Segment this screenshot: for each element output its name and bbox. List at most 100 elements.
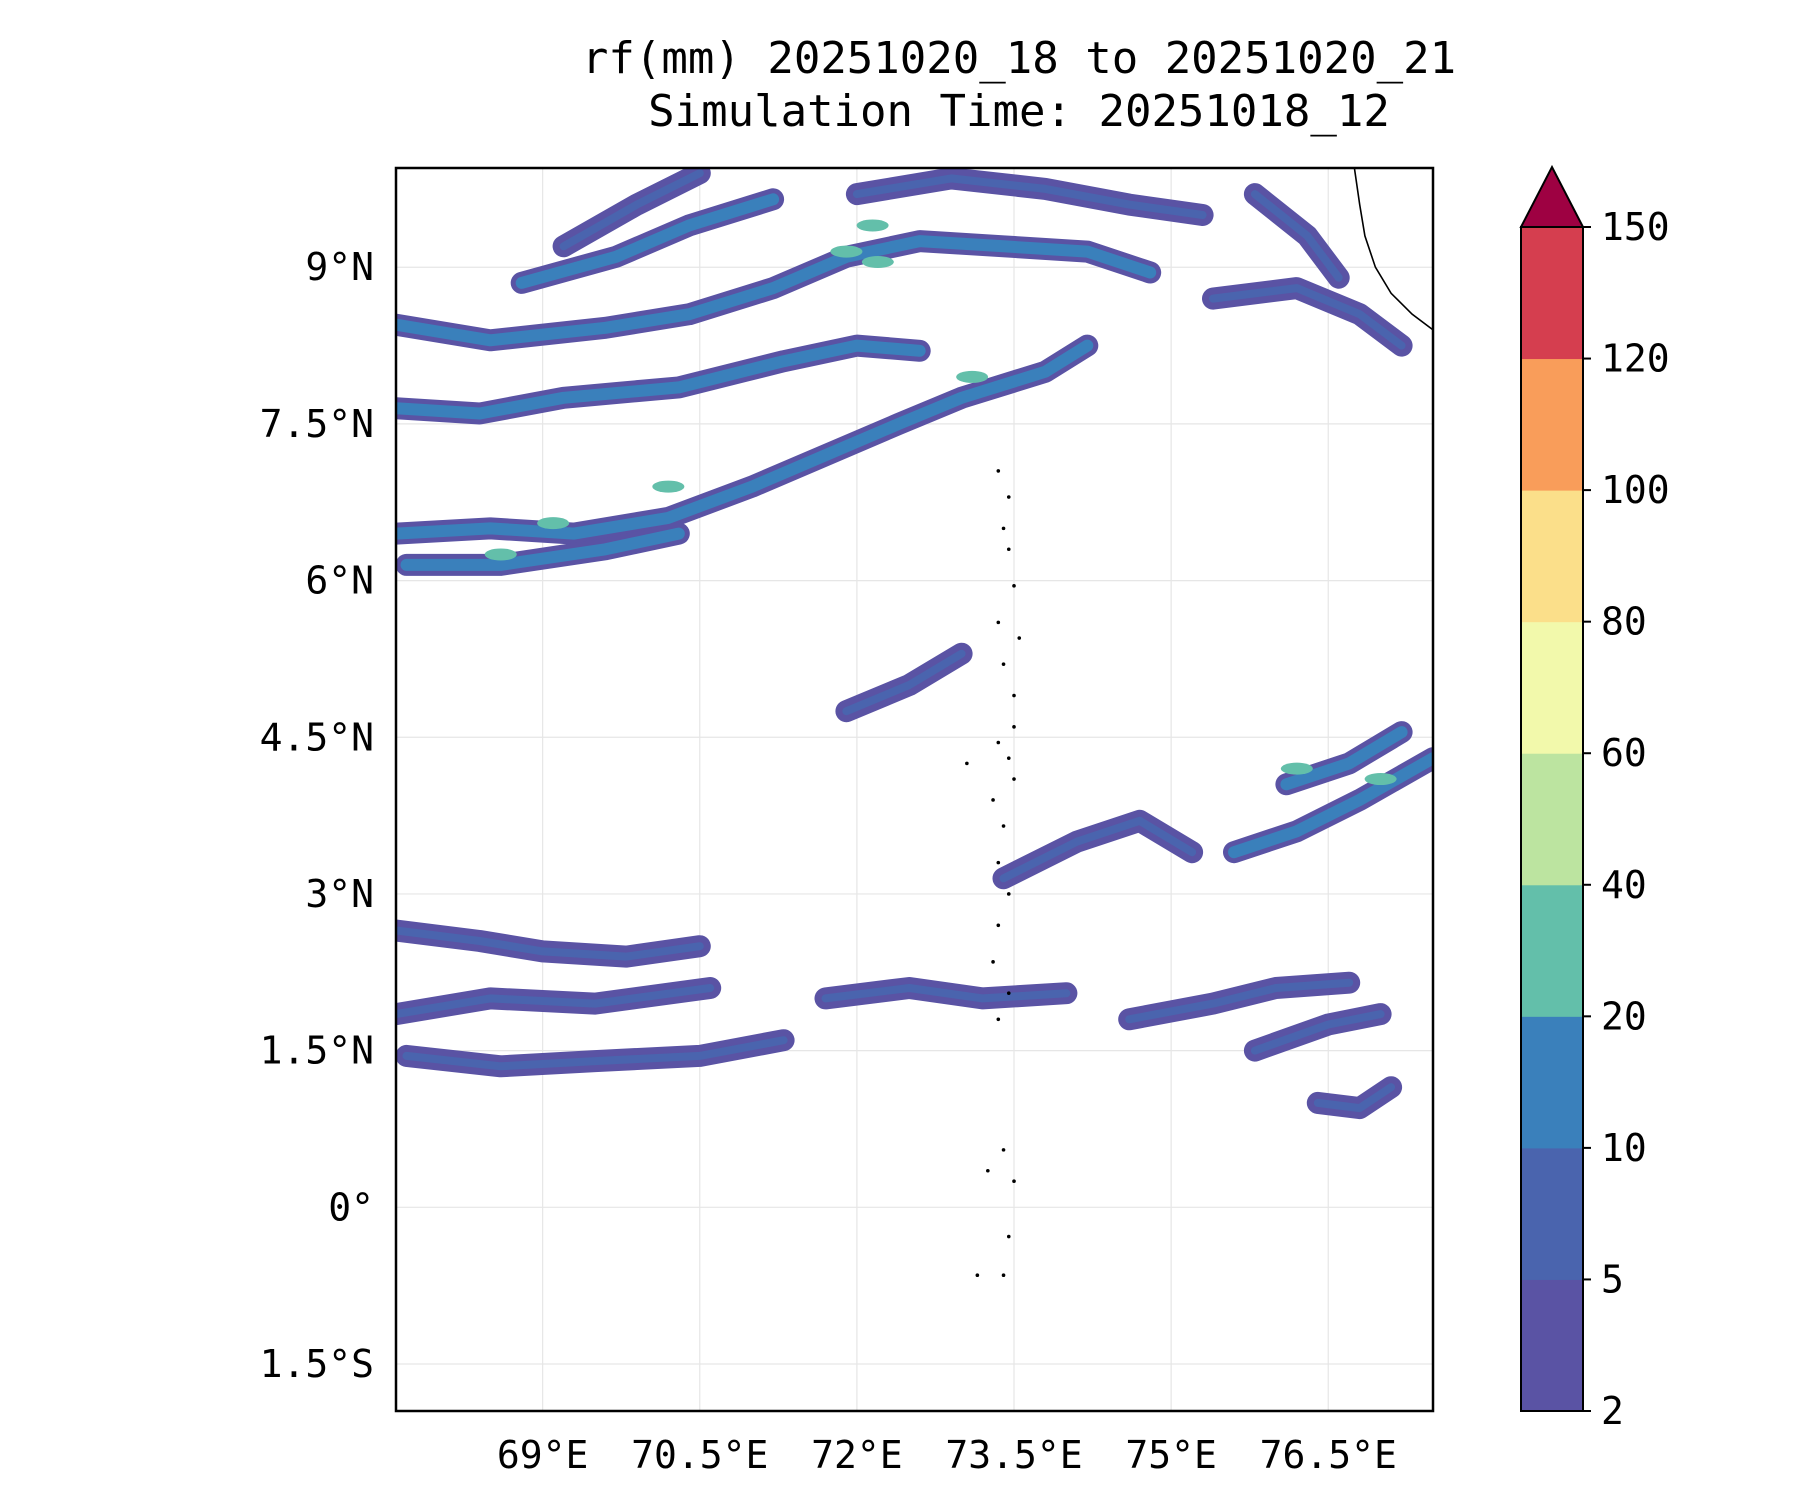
island-dot [996, 923, 1001, 928]
colorbar-frame [1520, 226, 1584, 1412]
colorbar-tick-label: 120 [1601, 337, 1670, 381]
lat-tick-label: 7.5°N [260, 402, 374, 446]
island-dot [1006, 991, 1011, 995]
lat-tick-label: 1.5°N [260, 1029, 374, 1073]
lon-tick-label: 70.5°E [631, 1433, 768, 1477]
colorbar-segment [1521, 753, 1583, 886]
rain-band-inner-northern-band-9 [1250, 190, 1343, 282]
island-dot [996, 469, 1001, 473]
rain-band-inner-northern-band-8 [1209, 284, 1406, 350]
rain-band-inner-northern-band-6 [559, 169, 704, 251]
rain-band-inner-northern-band-7 [852, 174, 1207, 219]
island-dot [991, 798, 995, 802]
lon-tick-label: 76.5°E [1260, 1433, 1397, 1477]
colorbar-segment [1521, 490, 1583, 623]
colorbar-segment [1521, 358, 1583, 491]
rain-core-cell [830, 245, 863, 258]
lat-tick-label: 6°N [305, 559, 374, 603]
island-dot [1012, 584, 1016, 588]
latitude-tick-labels: 9°N 7.5°N 6°N 4.5°N 3°N 1.5°N 0° 1.5°S [260, 245, 374, 1386]
colorbar-segment [1521, 227, 1583, 360]
title-line-2: Simulation Time: 20251018_12 [648, 86, 1390, 137]
colorbar-tick-label: 40 [1601, 863, 1647, 907]
island-dot [1006, 1234, 1011, 1239]
lon-tick-label: 72°E [811, 1433, 903, 1477]
title-line-1: rf(mm) 20251020_18 to 20251020_21 [582, 33, 1456, 84]
colorbar-segment [1521, 884, 1583, 1017]
island-dot [1012, 725, 1016, 729]
longitude-tick-labels: 69°E 70.5°E 72°E 73.5°E 75°E 76.5°E [497, 1433, 1397, 1477]
colorbar-tick-label: 2 [1601, 1389, 1624, 1433]
colorbar-segment [1521, 621, 1583, 754]
coastline-layer [965, 168, 1433, 1278]
lat-tick-label: 1.5°S [260, 1342, 374, 1386]
island-dot [1001, 824, 1006, 828]
gridlines [396, 168, 1433, 1411]
rain-core-cell [956, 370, 989, 383]
colorbar-segment [1521, 1279, 1583, 1412]
lat-tick-label: 4.5°N [260, 715, 374, 759]
island-dot [1006, 892, 1011, 896]
rain-band-inner-southern-band-6 [402, 1036, 788, 1071]
island-dot [965, 761, 969, 766]
rain-band-core-northern-band-2 [396, 339, 926, 420]
colorbar-tick-label: 100 [1601, 468, 1670, 512]
colorbar-segment [1521, 1147, 1583, 1280]
rain-band-core-northern-band-1 [396, 235, 1157, 347]
island-dot [1006, 756, 1011, 760]
rain-band-inner-southern-band-7 [821, 984, 1071, 1003]
lon-tick-label: 75°E [1125, 1433, 1217, 1477]
rain-core-cell [484, 548, 517, 561]
map-frame [394, 166, 1435, 1413]
island-dot [996, 620, 1001, 625]
rain-core-cell [1280, 762, 1313, 775]
island-dot [1012, 777, 1016, 781]
colorbar-extend-arrow [1519, 164, 1585, 228]
colorbar-tick-label: 80 [1601, 600, 1647, 644]
map-background [396, 168, 1433, 1411]
island-dot [996, 740, 1001, 745]
colorbar-tick-label: 10 [1601, 1126, 1647, 1170]
lon-tick-label: 69°E [497, 1433, 589, 1477]
rainfall-contours [396, 168, 1433, 1120]
lat-tick-label: 9°N [305, 245, 374, 289]
island-dot [1012, 693, 1016, 698]
island-dot [1001, 1273, 1006, 1278]
island-dot [986, 1168, 990, 1173]
rain-band-inner-southern-band-9 [1250, 1010, 1385, 1055]
island-dot [1001, 1148, 1006, 1152]
island-dot [1017, 636, 1022, 640]
rain-band-inner-southern-band-10 [1313, 1083, 1396, 1113]
rain-band-inner-central-streak [842, 649, 966, 716]
lon-tick-label: 73.5°E [945, 1433, 1082, 1477]
rain-core-cell [1364, 773, 1397, 786]
rain-band-core-northern-band-3 [396, 339, 1094, 540]
colorbar-segment [1521, 1016, 1583, 1149]
lat-tick-label: 3°N [305, 872, 374, 916]
rain-band-core-northern-band-5 [515, 193, 780, 289]
island-dot [1006, 547, 1011, 552]
island-dot [1012, 1179, 1016, 1184]
rain-band-inner-southern-band-8 [1125, 978, 1354, 1024]
colorbar-tick-label: 150 [1601, 205, 1670, 249]
island-dot [991, 960, 995, 964]
india-coastline [1353, 168, 1433, 332]
lat-tick-label: 0° [328, 1185, 374, 1229]
rain-band-core-northern-band-4 [400, 527, 685, 571]
rain-core-cell [861, 256, 894, 269]
rain-band-inner-southern-band-4 [396, 926, 704, 961]
island-dot [996, 1017, 1001, 1022]
colorbar-tick-label: 5 [1601, 1257, 1624, 1301]
rain-band-inner-southern-band-5 [396, 984, 715, 1019]
island-dot [1006, 495, 1011, 499]
colorbar: 2 5 10 20 40 60 80 100 120 150 [1519, 164, 1670, 1433]
island-dot [1001, 662, 1006, 666]
rain-core-cell [652, 480, 685, 493]
island-dot [975, 1273, 980, 1278]
island-dot [996, 860, 1001, 865]
map-area[interactable] [394, 166, 1444, 1413]
island-dot [1001, 526, 1006, 531]
rain-core-cell [537, 517, 570, 530]
rain-band-inner-southern-band-3 [999, 816, 1197, 883]
